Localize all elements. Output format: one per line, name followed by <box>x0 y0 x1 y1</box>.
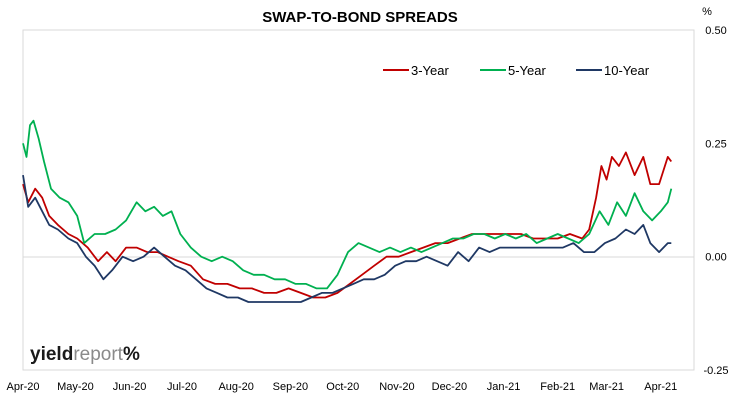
plot-area-border <box>22 29 695 371</box>
x-tick-label: Nov-20 <box>379 381 414 393</box>
legend-label: 10-Year <box>604 63 650 78</box>
x-tick-label: Oct-20 <box>326 381 359 393</box>
x-tick-label: Apr-20 <box>6 381 39 393</box>
series-line-10-year <box>22 174 672 303</box>
x-tick-label: Feb-21 <box>540 381 575 393</box>
legend-label: 3-Year <box>411 63 449 78</box>
y-tick-label: -0.25 <box>703 365 728 377</box>
chart-legend: 3-Year 5-Year 10-Year <box>383 63 650 78</box>
series-lines <box>22 119 673 303</box>
x-tick-label: Apr-21 <box>644 381 677 393</box>
x-tick-label: Dec-20 <box>432 381 467 393</box>
legend-label: 5-Year <box>508 63 546 78</box>
y-tick-label: 0.00 <box>705 252 726 264</box>
chart-title: SWAP-TO-BOND SPREADS <box>262 9 458 26</box>
x-tick-label: May-20 <box>57 381 94 393</box>
x-axis-ticks: Apr-20 May-20 Jun-20 Jul-20 Aug-20 Sep-20 Oct-… <box>6 381 677 393</box>
y-tick-label: 0.50 <box>705 25 726 37</box>
y-axis-unit-label: % <box>702 6 712 18</box>
brand-word-yield: yield <box>30 344 73 365</box>
x-tick-label: Jan-21 <box>487 381 521 393</box>
y-tick-label: 0.25 <box>705 138 726 150</box>
x-tick-label: Sep-20 <box>273 381 308 393</box>
yieldreport-logo: yieldreport% <box>30 344 140 365</box>
svg-text:yieldreport%: yieldreport% <box>30 344 140 365</box>
x-tick-label: Jul-20 <box>167 381 197 393</box>
x-tick-label: Mar-21 <box>589 381 624 393</box>
brand-word-report: report <box>73 344 123 365</box>
series-line-3-year <box>22 151 673 299</box>
y-axis-ticks: 0.50 0.25 0.00 -0.25 <box>703 25 728 377</box>
x-tick-label: Aug-20 <box>218 381 253 393</box>
x-tick-label: Jun-20 <box>113 381 147 393</box>
brand-percent-symbol: % <box>123 344 140 365</box>
series-line-5-year <box>22 119 673 290</box>
